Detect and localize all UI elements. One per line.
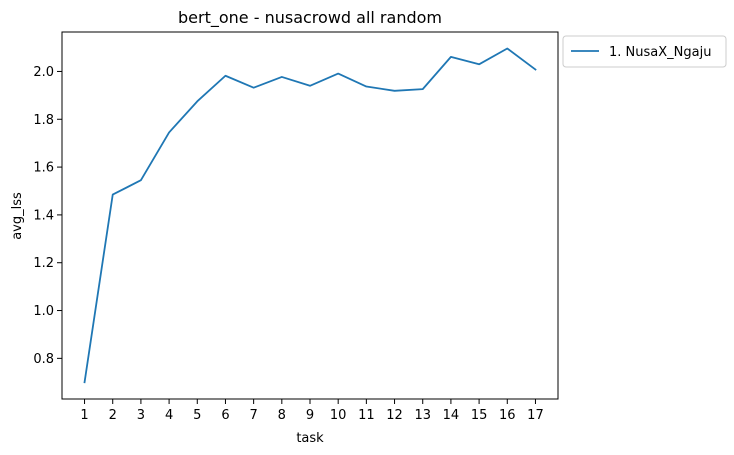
x-tick-label: 9 [306, 408, 314, 423]
y-axis-title: avg_lss [10, 192, 25, 240]
y-tick-label: 0.8 [33, 352, 54, 367]
x-tick-label: 3 [137, 408, 145, 423]
series-line [83, 47, 537, 384]
legend-label: 1. NusaX_Ngaju [609, 45, 711, 60]
y-tick-label: 1.8 [33, 113, 54, 128]
y-tick-label: 1.0 [33, 304, 54, 319]
y-tick-label: 1.6 [33, 161, 54, 176]
x-tick-label: 12 [386, 408, 403, 423]
x-tick-label: 15 [471, 408, 488, 423]
x-tick-label: 14 [443, 408, 460, 423]
x-tick-label: 17 [527, 408, 544, 423]
x-tick-label: 5 [193, 408, 201, 423]
y-tick-label: 1.2 [33, 256, 54, 271]
x-tick-label: 2 [109, 408, 117, 423]
plot-frame [61, 31, 559, 400]
x-tick-label: 4 [165, 408, 173, 423]
x-tick-label: 7 [249, 408, 257, 423]
plot-area: 1 2 3 4 5 6 7 8 9 10 11 12 13 14 15 16 170.81.01.21.41.6… [33, 31, 559, 423]
legend-box [562, 35, 727, 68]
x-tick-label: 16 [499, 408, 516, 423]
x-tick-label: 11 [358, 408, 375, 423]
x-tick-label: 10 [330, 408, 347, 423]
x-tick-label: 6 [221, 408, 229, 423]
x-tick-label: 8 [278, 408, 286, 423]
x-tick-label: 13 [414, 408, 431, 423]
y-tick-label: 1.4 [33, 208, 54, 223]
x-axis-title: task [296, 431, 324, 446]
y-tick-label: 2.0 [33, 65, 54, 80]
chart-title: bert_one - nusacrowd all random [178, 8, 442, 28]
legend: 1. NusaX_Ngaju [562, 35, 727, 68]
x-tick-label: 1 [80, 408, 88, 423]
